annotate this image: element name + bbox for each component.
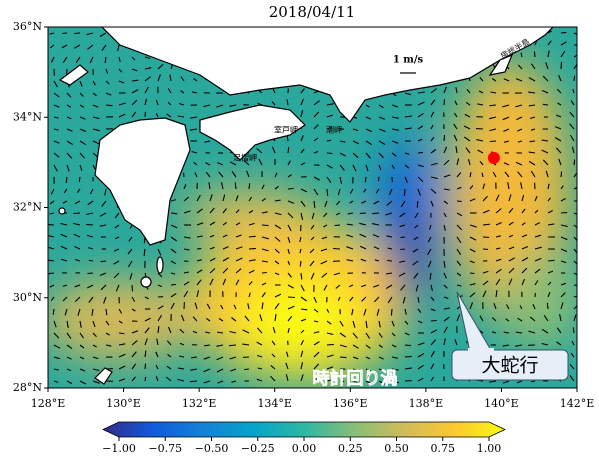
current-arrow bbox=[190, 381, 197, 382]
current-arrow bbox=[391, 309, 392, 316]
ocean-field: 足摺岬 室戸岬 潮岬 房総半島 1 m/s 時計回り渦 bbox=[40, 20, 581, 389]
current-arrow bbox=[405, 345, 411, 346]
colorbar-tick-label: −0.50 bbox=[195, 442, 229, 455]
colorbar-tick-label: −1.00 bbox=[102, 442, 136, 455]
place-label: 潮岬 bbox=[326, 125, 342, 135]
current-arrow bbox=[490, 141, 496, 142]
current-arrow bbox=[89, 260, 93, 261]
current-arrow bbox=[404, 189, 405, 196]
current-arrow bbox=[327, 140, 331, 141]
map-title: 2018/04/11 bbox=[269, 3, 355, 21]
current-arrow bbox=[229, 345, 236, 346]
x-tick-label: 134°E bbox=[257, 397, 292, 410]
current-arrow bbox=[387, 261, 392, 262]
current-arrow bbox=[340, 357, 346, 358]
current-arrow bbox=[262, 273, 267, 274]
x-tick-label: 136°E bbox=[333, 397, 368, 410]
current-arrow bbox=[249, 236, 256, 237]
current-arrow bbox=[106, 105, 113, 106]
current-arrow bbox=[333, 249, 340, 250]
meander-label: 大蛇行 bbox=[481, 355, 538, 377]
current-arrow bbox=[288, 189, 294, 190]
y-tick-label: 32°N bbox=[13, 201, 42, 214]
current-arrow bbox=[145, 112, 146, 117]
current-arrow bbox=[288, 297, 295, 298]
current-arrow bbox=[444, 99, 445, 105]
current-arrow bbox=[548, 260, 554, 261]
current-arrow bbox=[470, 273, 474, 274]
current-arrow bbox=[418, 152, 423, 153]
current-arrow bbox=[244, 369, 249, 370]
current-arrow bbox=[574, 160, 575, 165]
current-arrow bbox=[573, 327, 574, 333]
current-arrow bbox=[490, 105, 497, 106]
current-arrow bbox=[314, 321, 318, 322]
current-arrow bbox=[327, 153, 332, 154]
current-arrow bbox=[379, 177, 380, 181]
colorbar bbox=[103, 422, 505, 437]
current-arrow bbox=[132, 285, 133, 291]
current-arrow bbox=[197, 248, 201, 249]
current-arrow bbox=[327, 344, 334, 345]
current-arrow bbox=[48, 273, 54, 274]
colorbar-tick-label: 0.50 bbox=[384, 442, 409, 455]
colorbar-tick-label: −0.25 bbox=[241, 442, 275, 455]
x-tick-label: 130°E bbox=[106, 397, 141, 410]
current-arrow bbox=[79, 177, 80, 182]
current-arrow bbox=[119, 333, 124, 334]
current-arrow bbox=[534, 52, 535, 58]
colorbar-tick-label: 0.00 bbox=[292, 442, 317, 455]
colorbar-tick-label: 0.75 bbox=[431, 442, 456, 455]
colorbar-tick-label: −0.75 bbox=[148, 442, 182, 455]
y-tick-label: 30°N bbox=[13, 291, 42, 304]
current-arrow bbox=[530, 141, 535, 142]
current-arrow bbox=[88, 273, 94, 274]
x-tick-label: 128°E bbox=[31, 397, 66, 410]
place-label: 足摺岬 bbox=[233, 153, 257, 163]
y-tick-label: 36°N bbox=[13, 20, 42, 33]
current-arrow bbox=[405, 356, 412, 357]
current-arrow bbox=[444, 135, 445, 141]
x-tick-label: 132°E bbox=[182, 397, 217, 410]
current-arrow bbox=[335, 225, 340, 226]
callout-join bbox=[468, 348, 494, 352]
current-arrow bbox=[574, 76, 575, 81]
current-arrow bbox=[145, 364, 146, 369]
current-arrow bbox=[547, 303, 548, 309]
current-arrow bbox=[431, 321, 437, 322]
current-arrow bbox=[561, 172, 562, 177]
current-arrow bbox=[249, 183, 250, 189]
current-arrow bbox=[561, 212, 567, 213]
x-tick-label: 142°E bbox=[560, 397, 595, 410]
current-arrow bbox=[561, 62, 562, 69]
x-tick-label: 140°E bbox=[484, 397, 519, 410]
colorbar-tick-label: 1.00 bbox=[477, 442, 502, 455]
scale-label: 1 m/s bbox=[393, 55, 424, 66]
current-arrow bbox=[543, 104, 548, 105]
y-tick-label: 34°N bbox=[13, 110, 42, 123]
current-arrow bbox=[73, 213, 80, 214]
colorbar-tick-label: 0.25 bbox=[338, 442, 363, 455]
current-arrow bbox=[74, 33, 80, 34]
current-arrow bbox=[62, 33, 67, 34]
current-arrow bbox=[401, 237, 405, 238]
current-arrow bbox=[145, 377, 146, 381]
current-arrow bbox=[171, 284, 176, 285]
eddy-label: 時計回り渦 bbox=[313, 368, 398, 389]
place-label: 室戸岬 bbox=[274, 125, 298, 135]
marker bbox=[488, 152, 500, 164]
current-arrow bbox=[249, 249, 256, 250]
y-tick-label: 28°N bbox=[13, 381, 42, 394]
x-tick-label: 138°E bbox=[409, 397, 444, 410]
current-arrow bbox=[262, 225, 269, 226]
current-arrow bbox=[561, 32, 566, 33]
current-arrow bbox=[86, 224, 93, 225]
current-arrow bbox=[327, 189, 328, 196]
current-arrow bbox=[372, 213, 379, 214]
current-arrow bbox=[101, 261, 106, 262]
current-arrow bbox=[400, 249, 405, 250]
